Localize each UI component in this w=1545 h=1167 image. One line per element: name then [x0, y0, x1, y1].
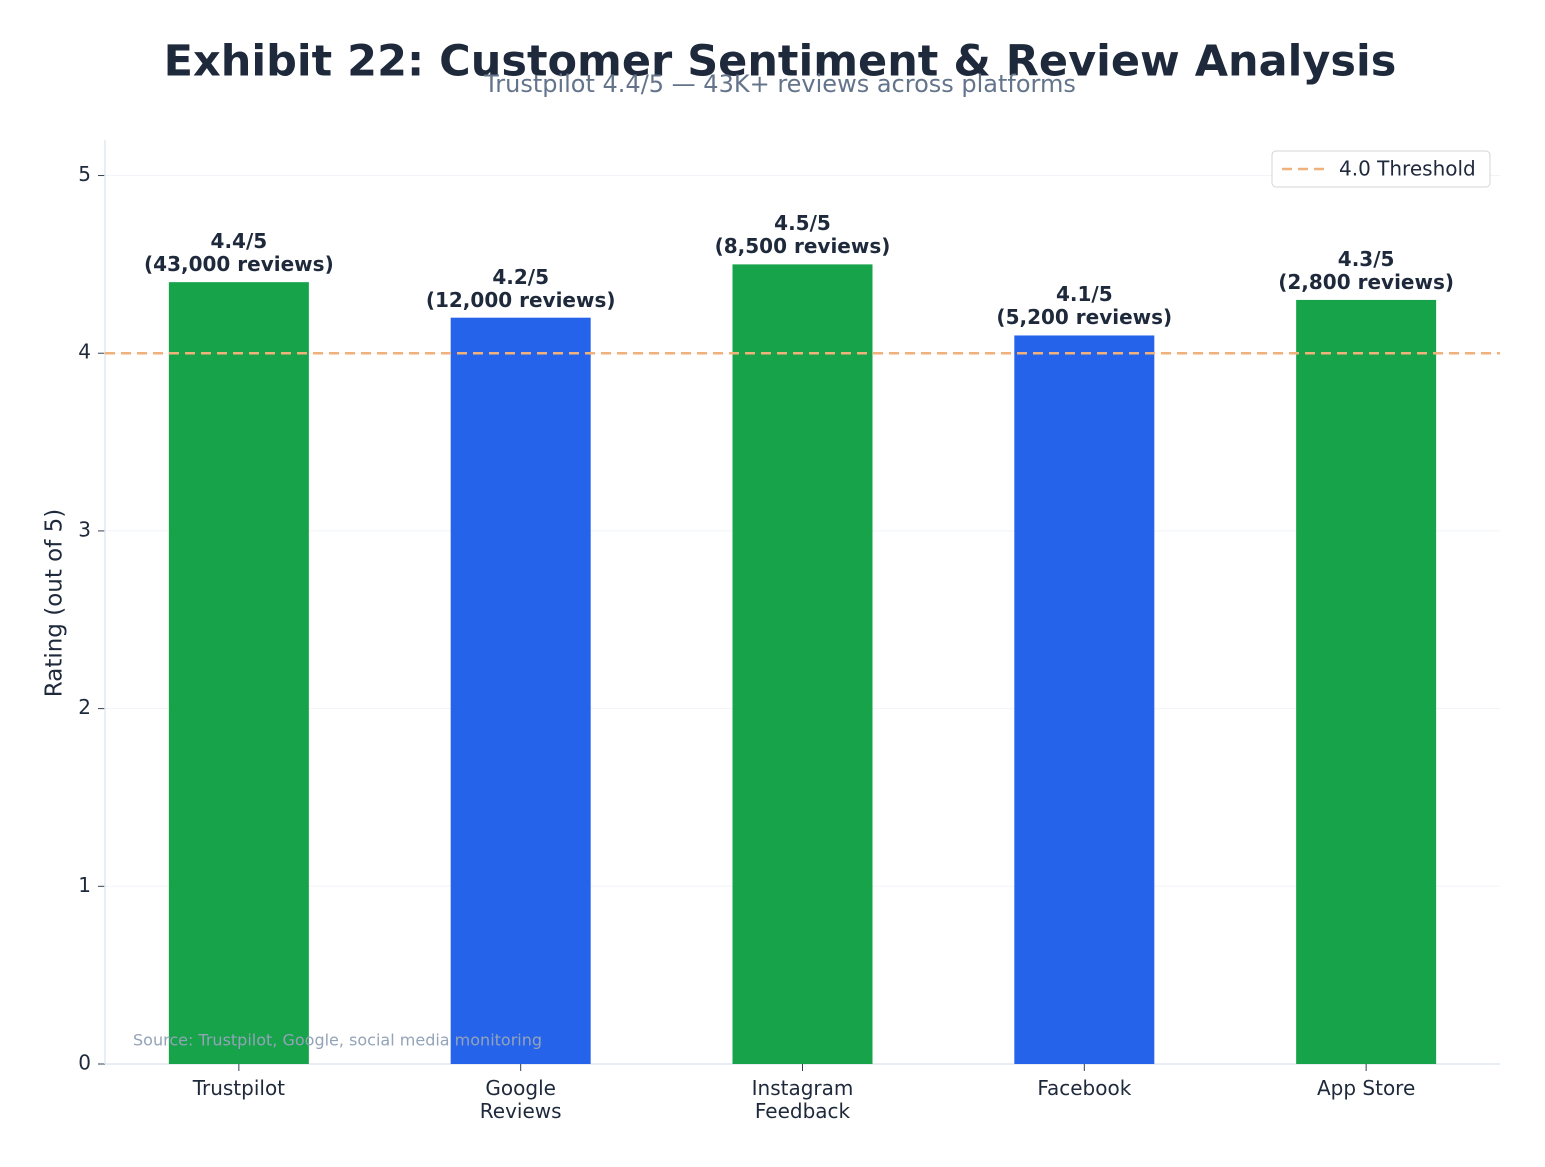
y-tick-label: 1	[78, 873, 91, 897]
x-tick-label: Trustpilot	[192, 1076, 286, 1100]
x-tick-label: App Store	[1316, 1076, 1416, 1100]
x-tick-label: Google Reviews	[479, 1076, 562, 1123]
value-label: 4.2/5 (12,000 reviews)	[425, 264, 616, 312]
chart-subtitle: Trustpilot 4.4/5 — 43K+ reviews across p…	[483, 70, 1076, 98]
legend-box	[1271, 150, 1491, 188]
bar	[168, 282, 309, 1065]
chart-title: Exhibit 22: Customer Sentiment & Review …	[164, 37, 1397, 87]
source-note: Source: Trustpilot, Google, social media…	[133, 1031, 542, 1050]
y-tick-label: 3	[78, 517, 91, 541]
legend-label: 4.0 Threshold	[1339, 157, 1476, 181]
x-tick-label: Facebook	[1037, 1076, 1132, 1100]
y-tick-label: 2	[78, 695, 91, 719]
value-label: 4.5/5 (8,500 reviews)	[714, 211, 891, 259]
value-label: 4.4/5 (43,000 reviews)	[144, 229, 334, 277]
bar	[1014, 335, 1155, 1064]
bar	[732, 264, 873, 1064]
y-tick-label: 0	[78, 1051, 91, 1075]
bar	[450, 317, 591, 1064]
y-tick-label: 5	[78, 162, 91, 186]
value-label: 4.3/5 (2,800 reviews)	[1278, 246, 1455, 294]
bar	[1296, 299, 1437, 1064]
x-tick-label: Instagram Feedback	[751, 1076, 854, 1123]
value-label: 4.1/5 (5,200 reviews)	[996, 282, 1173, 330]
y-axis-label: Rating (out of 5)	[42, 509, 68, 698]
y-tick-label: 4	[78, 340, 91, 364]
